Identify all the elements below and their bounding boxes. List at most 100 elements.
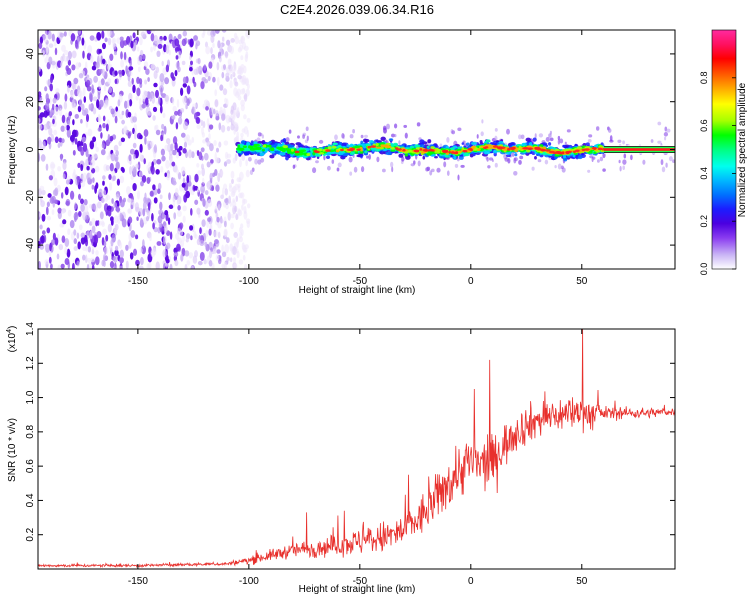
y-tick-label: 1.2 — [25, 356, 36, 370]
noise-blob — [208, 61, 213, 69]
noise-blob — [110, 239, 114, 247]
x-tick-label: 0 — [468, 276, 474, 287]
noise-blob — [52, 97, 57, 104]
scatter-blob — [257, 159, 262, 165]
noise-blob — [128, 66, 134, 71]
noise-blob — [138, 265, 144, 269]
signal-blob — [545, 149, 551, 152]
scatter-blob — [446, 137, 450, 143]
noise-blob — [141, 103, 146, 109]
noise-blob — [165, 64, 170, 73]
noise-blob — [187, 149, 193, 159]
noise-blob — [38, 260, 42, 269]
noise-blob — [119, 249, 124, 259]
colorbar-tick-label: 0.6 — [699, 119, 709, 132]
noise-blob — [209, 143, 214, 152]
scatter-blob — [403, 124, 408, 128]
snr-y-axis-label: SNR (10 * v/v) — [7, 418, 18, 482]
noise-blob — [62, 161, 67, 170]
noise-blob — [66, 128, 71, 138]
noise-blob — [223, 140, 229, 146]
noise-blob — [246, 220, 250, 229]
noise-blob — [240, 223, 244, 229]
noise-blob — [73, 77, 79, 85]
noise-blob — [114, 223, 119, 231]
noise-blob — [46, 136, 52, 144]
noise-blob — [78, 73, 84, 79]
noise-blob — [178, 230, 184, 236]
scatter-blob — [488, 157, 494, 161]
noise-blob — [127, 216, 133, 224]
noise-blob — [95, 61, 100, 69]
signal-line-core — [604, 148, 675, 151]
signal-blob — [448, 150, 452, 154]
noise-blob — [154, 188, 158, 196]
noise-blob — [235, 195, 239, 202]
noise-blob — [211, 185, 215, 192]
scatter-blob — [619, 165, 622, 172]
signal-blob — [279, 152, 286, 156]
noise-blob — [234, 122, 239, 128]
noise-blob — [38, 152, 41, 162]
noise-blob — [182, 76, 187, 84]
noise-blob — [102, 175, 106, 180]
noise-blob — [123, 197, 126, 203]
scatter-blob — [557, 135, 561, 141]
noise-blob — [230, 38, 235, 43]
scatter-blob — [663, 132, 669, 137]
noise-blob — [140, 257, 144, 266]
scatter-blob — [480, 131, 484, 137]
signal-blob — [428, 152, 434, 155]
noise-blob — [60, 263, 65, 269]
noise-blob — [159, 105, 163, 114]
scatter-blob — [557, 163, 562, 170]
noise-blob — [212, 76, 216, 83]
noise-blob — [56, 253, 60, 260]
noise-blob — [38, 66, 41, 73]
scatter-blob — [323, 154, 326, 161]
signal-blob — [562, 149, 566, 152]
colorbar-tick-label: 0.0 — [699, 263, 709, 276]
noise-blob — [246, 117, 251, 123]
noise-blob — [97, 115, 102, 123]
noise-blob — [244, 53, 248, 63]
noise-blob — [105, 164, 110, 171]
noise-blob — [115, 193, 120, 200]
scatter-blob — [366, 155, 369, 159]
noise-blob — [216, 249, 221, 254]
noise-blob — [80, 198, 84, 205]
noise-blob — [232, 157, 236, 164]
noise-blob — [191, 106, 195, 115]
noise-blob — [48, 127, 53, 136]
noise-blob — [78, 211, 82, 217]
scatter-blob — [630, 154, 633, 161]
noise-blob — [200, 119, 204, 127]
noise-blob — [151, 212, 154, 222]
noise-blob — [73, 229, 77, 236]
x-tick-label: 50 — [576, 276, 588, 287]
noise-blob — [161, 60, 164, 67]
signal-blob — [575, 149, 580, 153]
noise-blob — [143, 158, 146, 165]
noise-blob — [158, 221, 163, 228]
noise-blob — [142, 239, 145, 249]
noise-blob — [54, 237, 59, 246]
noise-blob — [195, 42, 198, 50]
noise-blob — [164, 94, 170, 102]
noise-blob — [80, 236, 86, 245]
scatter-blob — [657, 140, 662, 144]
noise-blob — [221, 36, 225, 42]
noise-blob — [63, 101, 68, 110]
noise-blob — [224, 188, 228, 196]
noise-blob — [163, 225, 168, 234]
noise-blob — [85, 158, 89, 167]
signal-blob — [364, 138, 370, 143]
snr-panel: -150 -100 -50 0 50 0.2 0.4 0.6 0.8 1.0 1.2 1.4 Hei… — [6, 322, 676, 595]
scatter-blob — [519, 155, 524, 160]
noise-blob — [87, 128, 93, 137]
noise-blob — [114, 245, 119, 252]
noise-blob — [156, 241, 162, 246]
noise-blob — [51, 209, 55, 215]
y-tick-label: -40 — [25, 237, 36, 252]
noise-blob — [83, 96, 87, 103]
